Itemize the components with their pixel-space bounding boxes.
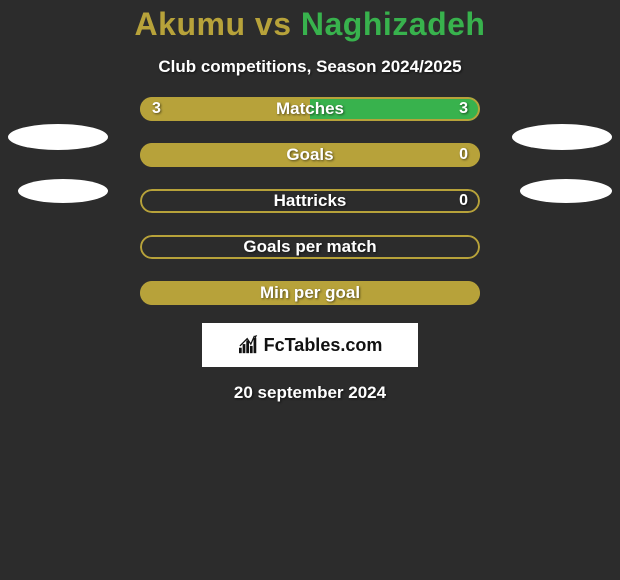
stat-bar: Min per goal [140,281,480,305]
stat-value-right: 0 [459,192,468,210]
player-a-name: Akumu [135,6,246,42]
player-b-name: Naghizadeh [301,6,486,42]
stat-value-right: 3 [459,100,468,118]
stat-bar: Hattricks 0 [140,189,480,213]
subtitle: Club competitions, Season 2024/2025 [158,57,461,77]
brand-box: FcTables.com [202,323,418,367]
stat-row: Matches 3 3 [0,97,620,121]
stat-bar: Goals 0 [140,143,480,167]
content-wrap: Akumu vs Naghizadeh Club competitions, S… [0,0,620,580]
brand-text: FcTables.com [264,335,383,356]
stat-label: Min per goal [260,283,360,303]
stat-row: Goals 0 [0,143,620,167]
stat-label: Hattricks [274,191,347,211]
stat-bar: Goals per match [140,235,480,259]
stat-bar: Matches 3 3 [140,97,480,121]
stat-label: Matches [276,99,344,119]
fctables-logo-icon [238,335,260,355]
stat-value-right: 0 [459,146,468,164]
stat-label: Goals per match [243,237,376,257]
stat-row: Hattricks 0 [0,189,620,213]
stat-label: Goals [286,145,333,165]
date-text: 20 september 2024 [234,383,386,403]
stat-row: Min per goal [0,281,620,305]
page-title: Akumu vs Naghizadeh [135,6,486,43]
stat-value-left: 3 [152,100,161,118]
vs-text: vs [246,6,301,42]
stat-row: Goals per match [0,235,620,259]
